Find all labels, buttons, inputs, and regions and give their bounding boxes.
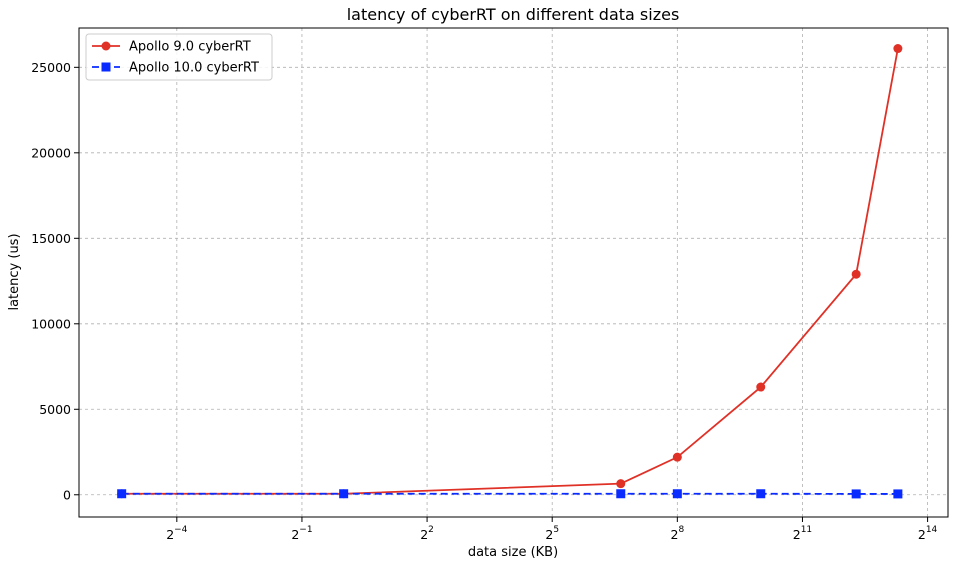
y-axis-label: latency (us)	[7, 233, 22, 310]
data-point-circle	[893, 44, 903, 54]
x-tick-exponent: 5	[553, 525, 559, 535]
chart-title: latency of cyberRT on different data siz…	[347, 5, 680, 24]
data-point-square	[616, 489, 626, 499]
x-tick-base: 2	[918, 527, 926, 542]
x-tick-exponent: 8	[678, 525, 684, 535]
x-tick-base: 2	[420, 527, 428, 542]
x-tick-exponent: 11	[801, 525, 812, 535]
x-tick-exponent: −1	[299, 525, 312, 535]
y-tick-label: 25000	[31, 60, 71, 75]
series-line	[121, 48, 899, 495]
x-axis-ticks: 2−4 2−1 22 25 28 211 214	[166, 517, 938, 542]
data-point-square	[756, 489, 766, 499]
legend-marker-square	[101, 62, 111, 72]
legend-marker-circle	[101, 41, 111, 51]
x-axis-label: data size (KB)	[468, 545, 558, 560]
data-point-square	[672, 489, 682, 499]
legend: Apollo 9.0 cyberRT Apollo 10.0 cyberRT	[85, 33, 273, 81]
data-point-circle	[672, 452, 682, 462]
data-point-square	[117, 489, 127, 499]
x-tick-base: 2	[670, 527, 678, 542]
x-tick-label: 2−4	[166, 525, 187, 542]
grid-lines	[79, 28, 948, 517]
data-point-square	[339, 489, 349, 499]
data-point-square	[893, 489, 903, 499]
x-tick-label: 2−1	[291, 525, 312, 542]
series-2	[117, 489, 903, 499]
data-point-circle	[616, 479, 626, 489]
y-axis-ticks: 0 5000 10000 15000 20000 25000	[31, 60, 79, 502]
data-point-circle	[851, 269, 861, 279]
legend-entry: Apollo 9.0 cyberRT	[92, 40, 251, 55]
x-tick-label: 25	[545, 525, 559, 542]
x-tick-label: 28	[670, 525, 684, 542]
x-tick-base: 2	[545, 527, 553, 542]
y-tick-label: 10000	[31, 316, 71, 331]
legend-label: Apollo 10.0 cyberRT	[129, 61, 259, 76]
x-tick-label: 211	[793, 525, 812, 542]
x-tick-label: 214	[918, 525, 938, 542]
y-tick-label: 5000	[39, 402, 71, 417]
x-tick-base: 2	[793, 527, 801, 542]
y-tick-label: 15000	[31, 231, 71, 246]
x-tick-exponent: −4	[174, 525, 188, 535]
legend-label: Apollo 9.0 cyberRT	[129, 40, 251, 55]
legend-entry: Apollo 10.0 cyberRT	[92, 61, 259, 76]
x-tick-base: 2	[291, 527, 299, 542]
x-tick-base: 2	[166, 527, 174, 542]
legend-box	[85, 33, 273, 81]
y-tick-label: 20000	[31, 145, 71, 160]
data-point-circle	[756, 382, 766, 392]
plot-frame	[78, 27, 949, 518]
y-tick-label: 0	[63, 487, 71, 502]
x-tick-label: 22	[420, 525, 434, 542]
series-1	[117, 44, 903, 499]
data-point-square	[851, 489, 861, 499]
series-layer	[117, 44, 903, 499]
x-tick-exponent: 2	[428, 525, 434, 535]
x-tick-exponent: 14	[926, 525, 938, 535]
